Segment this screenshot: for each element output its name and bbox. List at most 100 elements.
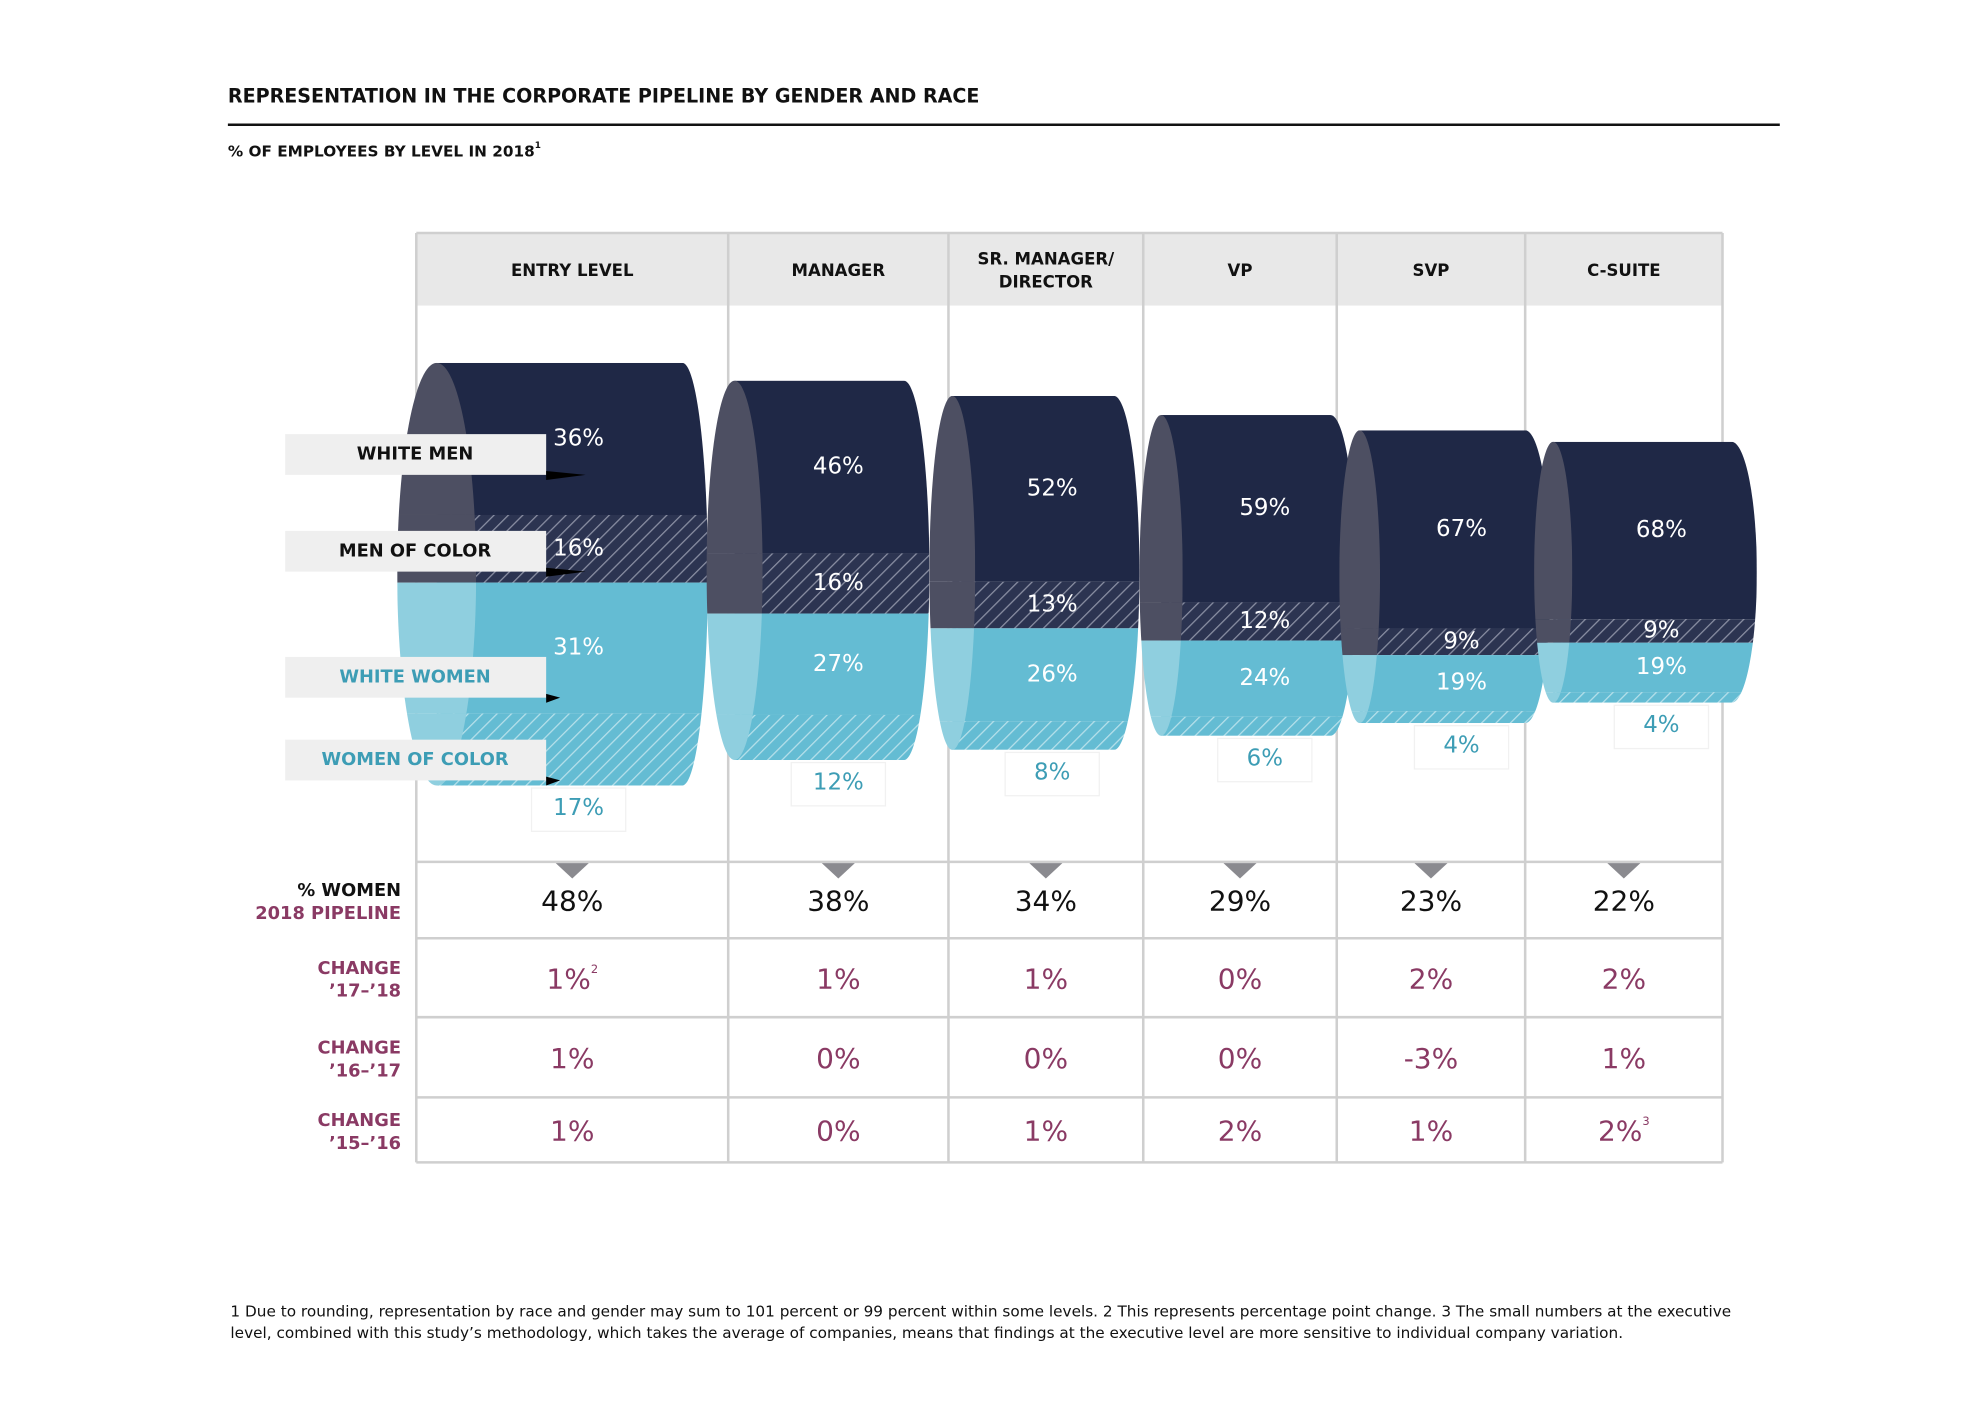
value-label: 68% (1636, 517, 1687, 543)
cell-value: 0% (1024, 1042, 1068, 1075)
label-box (1217, 737, 1313, 783)
value-label: 31% (553, 635, 604, 661)
value-label: 12% (813, 769, 864, 795)
subtitle-text: % OF EMPLOYEES BY LEVEL IN 2018 (228, 142, 535, 160)
value-label: 13% (1027, 592, 1078, 618)
cell-value: 1% (1602, 1042, 1646, 1075)
table-cell: 23% (1400, 885, 1462, 918)
segment-cap (1339, 628, 1381, 656)
legend-box (285, 656, 547, 698)
cell-value: 2% (1409, 962, 1453, 995)
cell-value: 0% (816, 1114, 860, 1147)
segment (1161, 640, 1356, 717)
cell-value: 1% (816, 962, 860, 995)
legend-box (285, 739, 547, 781)
legend-pointer (546, 776, 561, 786)
cell-value: 1% (1409, 1114, 1453, 1147)
segment-cap (1534, 619, 1573, 643)
segment (1359, 430, 1551, 629)
legend-box (285, 530, 547, 572)
segment-cap (1339, 711, 1381, 724)
row-label: ’16–’17 (329, 1060, 401, 1081)
value-label: 9% (1643, 617, 1679, 643)
table-cell: 1% (550, 1114, 594, 1147)
row-label: ’17–’18 (329, 981, 401, 1002)
segment (1553, 619, 1757, 643)
label-box (790, 761, 887, 807)
row-label: CHANGE (318, 1110, 401, 1131)
column-header-text: C-SUITE (1587, 261, 1661, 280)
value-label: 4% (1643, 712, 1679, 738)
column-header: ENTRY LEVEL (511, 261, 634, 280)
segment (734, 714, 930, 761)
table-cell: 48% (541, 885, 603, 918)
cell-note: 2 (591, 961, 598, 975)
segment (952, 628, 1140, 722)
segment (1359, 711, 1551, 724)
value-label: 8% (1034, 759, 1070, 785)
value-label: 59% (1239, 495, 1290, 521)
value-label: 6% (1247, 745, 1283, 771)
table-cell: 2% (1409, 962, 1453, 995)
segment (1161, 602, 1356, 641)
segment (1161, 415, 1356, 603)
table-cell: 1% (550, 1042, 594, 1075)
column-header-text: SR. MANAGER/DIRECTOR (978, 249, 1116, 291)
segment (1359, 655, 1551, 712)
value-label: 17% (553, 795, 604, 821)
cell-value: 1% (546, 962, 590, 995)
pointer-triangle (821, 863, 855, 879)
segment (734, 553, 930, 614)
value-label: 19% (1636, 654, 1687, 680)
value-label: 52% (1027, 475, 1078, 501)
segment-cap (929, 581, 976, 629)
table-cell: 0% (1218, 962, 1262, 995)
legend-label: MEN OF COLOR (339, 540, 492, 561)
table-cell: 0% (816, 1114, 860, 1147)
cell-value: 0% (1218, 1042, 1262, 1075)
value-label: 46% (813, 454, 864, 480)
table-cell: 34% (1015, 885, 1077, 918)
column-header: MANAGER (792, 261, 886, 280)
pointer-triangle (1029, 863, 1063, 879)
segment (734, 613, 930, 715)
cell-value: 1% (550, 1114, 594, 1147)
column-header-text: VP (1228, 261, 1253, 280)
table-cell: 2%3 (1598, 1113, 1650, 1147)
segment (1553, 692, 1757, 703)
cell-value: 1% (1024, 1114, 1068, 1147)
label-box (1613, 704, 1710, 750)
table-cell: 1% (1409, 1114, 1453, 1147)
value-label: 19% (1436, 670, 1487, 696)
table-cell: 0% (1024, 1042, 1068, 1075)
cell-value: 34% (1015, 885, 1077, 918)
row-label: % WOMEN (297, 880, 401, 901)
table-cell: 1%2 (546, 961, 598, 995)
value-label: 12% (1239, 608, 1290, 634)
table-cell: -3% (1404, 1042, 1459, 1075)
cell-value: 23% (1400, 885, 1462, 918)
table-cell: 22% (1593, 885, 1655, 918)
segment (1553, 441, 1757, 620)
table-cell: 1% (1024, 962, 1068, 995)
table-cell: 0% (1218, 1042, 1262, 1075)
segment-cap (706, 553, 763, 614)
cell-note: 3 (1642, 1113, 1649, 1127)
pointer-triangle (555, 863, 589, 879)
segment (1161, 716, 1356, 736)
segment (1553, 642, 1757, 693)
subtitle-note: 1 (535, 141, 541, 151)
segment (952, 581, 1140, 629)
cell-value: 48% (541, 885, 603, 918)
column-header: SR. MANAGER/DIRECTOR (978, 249, 1116, 291)
value-label: 67% (1436, 516, 1487, 542)
cell-value: 2% (1598, 1114, 1642, 1147)
legend-label: WHITE MEN (357, 443, 474, 464)
footnote: 1 Due to rounding, representation by rac… (230, 1302, 1732, 1342)
pointer-triangle (1607, 863, 1641, 879)
cell-value: 1% (550, 1042, 594, 1075)
table-cell: 1% (1602, 1042, 1646, 1075)
cell-value: 1% (1024, 962, 1068, 995)
column-header: C-SUITE (1587, 261, 1661, 280)
